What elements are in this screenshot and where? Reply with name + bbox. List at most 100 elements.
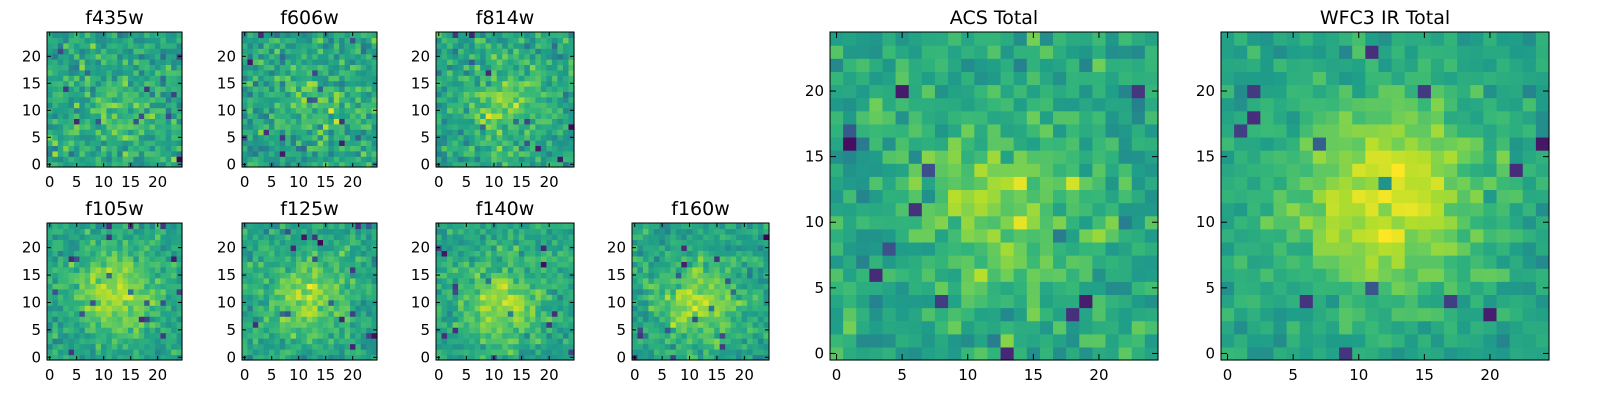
heatmap-cell [463, 338, 470, 345]
heatmap-cell [458, 327, 465, 334]
heatmap-cell [452, 354, 459, 361]
heatmap-cell [133, 316, 140, 323]
heatmap-cell [1026, 176, 1041, 191]
heatmap-cell [165, 223, 172, 230]
heatmap-cell [692, 261, 699, 268]
heatmap-cell [637, 288, 644, 295]
heatmap-cell [692, 316, 699, 323]
heatmap-cell [328, 354, 335, 361]
heatmap-cell [360, 53, 367, 60]
heatmap-cell [741, 316, 748, 323]
heatmap-cell [328, 42, 335, 49]
heatmap-cell [447, 48, 454, 55]
heatmap-cell [524, 332, 531, 339]
heatmap-cell [463, 91, 470, 98]
heatmap-cell [974, 163, 989, 177]
heatmap-cell [133, 321, 140, 328]
x-tick-label: 0 [45, 366, 55, 384]
heatmap-cell [328, 91, 335, 98]
heatmap-cell [648, 354, 655, 361]
heatmap-cell [1053, 268, 1067, 282]
heatmap-cell [328, 266, 335, 273]
heatmap-cell [469, 316, 476, 323]
heatmap-cell [247, 32, 254, 38]
heatmap-cell [328, 145, 335, 152]
heatmap-cell [480, 310, 487, 317]
heatmap-cell [480, 316, 487, 323]
heatmap-cell [160, 349, 167, 356]
heatmap-cell [263, 294, 270, 301]
heatmap-cell [84, 59, 91, 65]
heatmap-cell [1066, 307, 1080, 322]
heatmap-cell [269, 321, 275, 328]
heatmap-cell [474, 156, 481, 163]
heatmap-cell [258, 244, 265, 251]
heatmap-cell [90, 299, 97, 306]
heatmap-cell [458, 80, 465, 87]
heatmap-cell [84, 102, 91, 109]
heatmap-cell [306, 354, 313, 361]
heatmap-cell [491, 145, 498, 152]
heatmap-cell [355, 32, 362, 38]
heatmap-cell [57, 354, 64, 361]
heatmap-cell [317, 349, 324, 356]
heatmap-cell [725, 288, 732, 295]
heatmap-cell [263, 239, 270, 246]
heatmap-cell [360, 156, 367, 163]
heatmap-cell [546, 266, 553, 273]
heatmap-cell [122, 129, 129, 136]
heatmap-cell [568, 223, 575, 230]
heatmap-cell [670, 228, 677, 235]
heatmap-cell [360, 161, 367, 168]
heatmap-cell [317, 145, 324, 152]
heatmap-cell [263, 316, 270, 323]
heatmap-cell [502, 327, 509, 334]
heatmap-cell [122, 123, 129, 130]
heatmap-cell [1105, 281, 1120, 295]
heatmap-cell [366, 42, 373, 49]
heatmap-cell [122, 305, 129, 312]
heatmap-cell [987, 294, 1002, 309]
x-tick-label: 0 [45, 173, 55, 191]
heatmap-cell [747, 338, 754, 345]
heatmap-cell [312, 332, 319, 339]
heatmap-cell [138, 223, 145, 230]
heatmap-cell [882, 202, 897, 217]
heatmap-cell [360, 123, 367, 130]
heatmap-cell [171, 145, 178, 152]
heatmap-cell [274, 113, 281, 119]
heatmap-cell [664, 272, 671, 279]
heatmap-cell [258, 96, 265, 103]
heatmap-cell [496, 272, 503, 279]
heatmap-cell [441, 321, 448, 328]
heatmap-cell [279, 161, 286, 168]
heatmap-cell [344, 80, 351, 87]
heatmap-cell [507, 64, 514, 71]
heatmap-cell [366, 107, 373, 114]
heatmap-cell [317, 37, 324, 44]
heatmap-cell [290, 53, 297, 60]
heatmap-cell [328, 75, 335, 82]
heatmap-cell [882, 176, 897, 191]
heatmap-cell [101, 145, 107, 152]
heatmap-cell [934, 333, 949, 348]
heatmap-cell [63, 91, 70, 98]
heatmap-cell [987, 307, 1002, 322]
heatmap-cell [436, 255, 443, 262]
heatmap-cell [546, 86, 553, 92]
heatmap-cell [47, 42, 53, 49]
heatmap-cell [252, 299, 259, 306]
heatmap-cell [263, 118, 270, 125]
heatmap-cell [507, 145, 514, 152]
heatmap-cell [133, 299, 140, 306]
heatmap-cell [285, 321, 292, 328]
heatmap-cell [675, 277, 682, 284]
heatmap-cell [95, 250, 102, 257]
heatmap-cell [1144, 346, 1159, 361]
heatmap-cell [642, 316, 650, 323]
heatmap-cell [117, 145, 124, 152]
heatmap-cell [447, 107, 454, 114]
heatmap-cell [79, 123, 86, 130]
heatmap-cell [84, 272, 91, 279]
heatmap-cell [74, 59, 80, 65]
